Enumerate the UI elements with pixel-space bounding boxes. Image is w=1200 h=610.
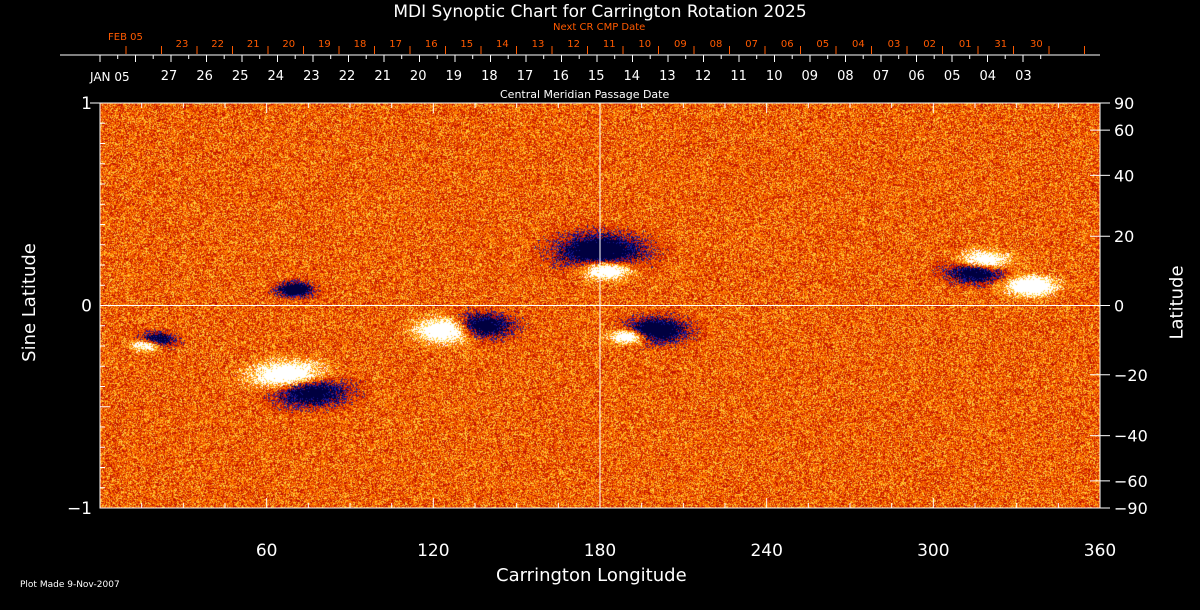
cmp-axis-label: Central Meridian Passage Date: [500, 88, 670, 101]
next-date-label: 15: [460, 39, 473, 50]
cmp-date-label: 19: [446, 69, 463, 84]
lat-tick-label: 60: [1114, 121, 1134, 140]
cmp-date-label: 23: [303, 69, 320, 84]
next-date-label: 09: [674, 39, 687, 50]
cmp-date-label: 04: [980, 69, 997, 84]
chart-title: MDI Synoptic Chart for Carrington Rotati…: [393, 2, 807, 22]
cmp-date-label: 07: [873, 69, 890, 84]
next-date-label: 14: [496, 39, 509, 50]
x-tick-label: 300: [917, 541, 949, 561]
y-tick-label: 1: [81, 94, 92, 114]
cmp-date-label: 25: [232, 69, 249, 84]
lat-tick-label: 40: [1114, 166, 1134, 185]
next-date-label: 20: [282, 39, 295, 50]
next-date-label: 03: [888, 39, 901, 50]
y-tick-label: 0: [81, 297, 92, 317]
cmp-date-label: 05: [944, 69, 961, 84]
cmp-date-label: 12: [695, 69, 712, 84]
y-tick-label: −1: [67, 499, 92, 519]
cmp-date-label: 14: [624, 69, 641, 84]
next-date-label: 08: [710, 39, 723, 50]
next-cmp-axis-label: Next CR CMP Date: [553, 22, 646, 33]
y-axis-label: Sine Latitude: [18, 243, 40, 362]
x-axis-label: Carrington Longitude: [496, 565, 687, 586]
next-date-label: 16: [425, 39, 438, 50]
next-date-label: 01: [959, 39, 972, 50]
cmp-date-label: 11: [730, 69, 747, 84]
cmp-date-label: 03: [1015, 69, 1032, 84]
next-date-label: 23: [176, 39, 189, 50]
cmp-date-label: 10: [766, 69, 783, 84]
cmp-date-label: 24: [268, 69, 285, 84]
x-tick-label: 180: [584, 541, 616, 561]
next-date-label: 17: [389, 39, 402, 50]
next-date-label: 21: [247, 39, 260, 50]
next-date-label: 30: [1030, 39, 1043, 50]
next-date-label: 12: [567, 39, 580, 50]
cmp-date-label: 08: [837, 69, 854, 84]
lat-tick-label: 0: [1114, 297, 1124, 316]
cmp-date-label: 20: [410, 69, 427, 84]
cmp-date-label: 17: [517, 69, 534, 84]
cmp-date-label: 06: [908, 69, 925, 84]
cmp-first-date: JAN 05: [90, 70, 130, 84]
next-date-label: 10: [638, 39, 651, 50]
x-tick-label: 60: [256, 541, 278, 561]
y-axis-label-right: Latitude: [1166, 265, 1188, 340]
next-date-label: 31: [994, 39, 1007, 50]
cmp-date-label: 13: [659, 69, 676, 84]
cmp-date-label: 16: [552, 69, 569, 84]
next-first-date: FEB 05: [108, 32, 143, 43]
lat-tick-label: 20: [1114, 227, 1134, 246]
next-date-label: 18: [354, 39, 367, 50]
next-date-label: 13: [532, 39, 545, 50]
x-tick-label: 360: [1084, 541, 1116, 561]
cmp-date-label: 21: [374, 69, 391, 84]
x-tick-label: 240: [750, 541, 782, 561]
next-date-label: 05: [816, 39, 829, 50]
lat-tick-label: −60: [1114, 472, 1148, 491]
next-date-label: 19: [318, 39, 331, 50]
lat-tick-label: 90: [1114, 94, 1134, 113]
next-date-label: 22: [211, 39, 224, 50]
cmp-date-label: 26: [196, 69, 213, 84]
cmp-date-label: 22: [339, 69, 356, 84]
x-tick-label: 120: [417, 541, 449, 561]
cmp-date-label: 18: [481, 69, 498, 84]
cmp-date-label: 15: [588, 69, 605, 84]
next-date-label: 02: [923, 39, 936, 50]
next-date-label: 06: [781, 39, 794, 50]
lat-tick-label: −40: [1114, 427, 1148, 446]
next-date-label: 07: [745, 39, 758, 50]
cmp-date-label: 27: [161, 69, 178, 84]
next-date-label: 04: [852, 39, 865, 50]
plot-date: Plot Made 9-Nov-2007: [20, 580, 120, 590]
lat-tick-label: −90: [1114, 499, 1148, 518]
next-date-label: 11: [603, 39, 616, 50]
lat-tick-label: −20: [1114, 366, 1148, 385]
cmp-date-label: 09: [802, 69, 819, 84]
